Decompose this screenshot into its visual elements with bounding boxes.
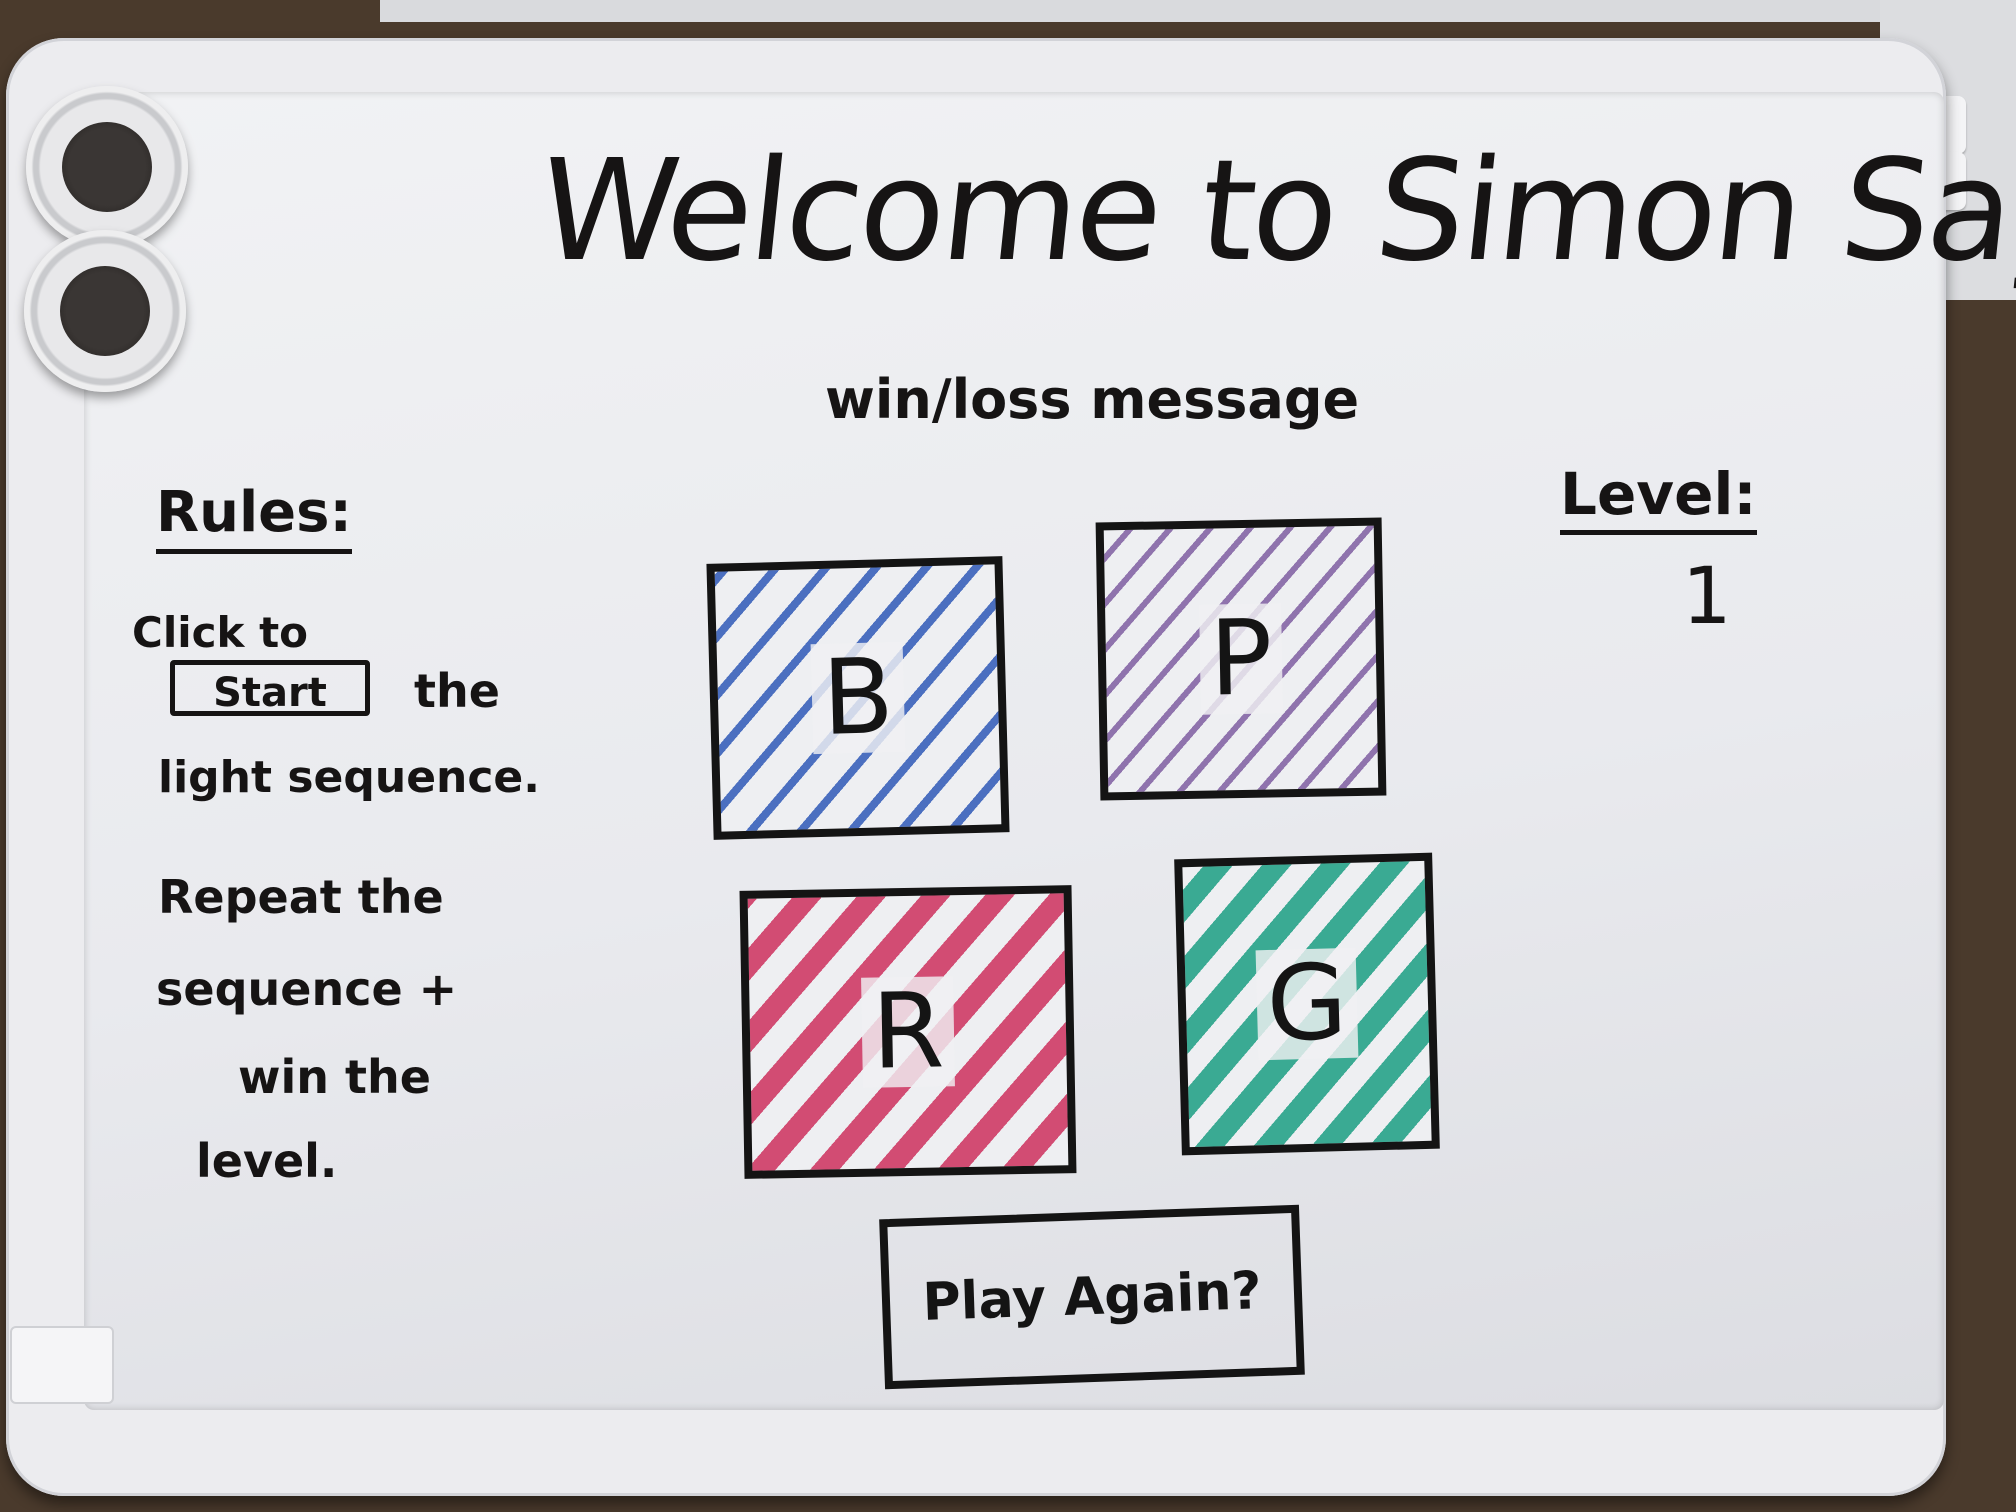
rules-text: win the	[238, 1050, 431, 1104]
whiteboard-surface	[84, 92, 1944, 1410]
rules-heading: Rules:	[156, 480, 352, 554]
rules-text: level.	[196, 1134, 338, 1188]
level-value: 1	[1682, 552, 1732, 642]
blue-pad[interactable]: B	[706, 556, 1010, 840]
rules-text: Repeat the	[158, 870, 444, 924]
rules-text: sequence +	[156, 962, 458, 1016]
rules-text: Click to	[132, 608, 308, 657]
start-button[interactable]: Start	[170, 660, 370, 716]
rules-text: light sequence.	[158, 752, 540, 803]
pad-letter: P	[1198, 597, 1284, 720]
pad-letter: B	[810, 635, 906, 759]
rules-text: the	[414, 664, 500, 718]
page-title: Welcome to Simon Says	[531, 130, 2016, 293]
purple-pad[interactable]: P	[1095, 517, 1387, 801]
magnet-icon	[26, 86, 188, 248]
magnet-icon	[24, 230, 186, 392]
frame-clip	[10, 1326, 114, 1404]
green-pad[interactable]: G	[1174, 852, 1440, 1156]
keyboard-edge	[380, 0, 1880, 22]
red-pad[interactable]: R	[739, 885, 1077, 1179]
level-label: Level:	[1560, 460, 1757, 535]
play-again-button[interactable]: Play Again?	[879, 1204, 1305, 1390]
win-loss-message: win/loss message	[825, 368, 1360, 431]
pad-letter: R	[860, 970, 956, 1093]
pad-letter: G	[1255, 941, 1359, 1065]
